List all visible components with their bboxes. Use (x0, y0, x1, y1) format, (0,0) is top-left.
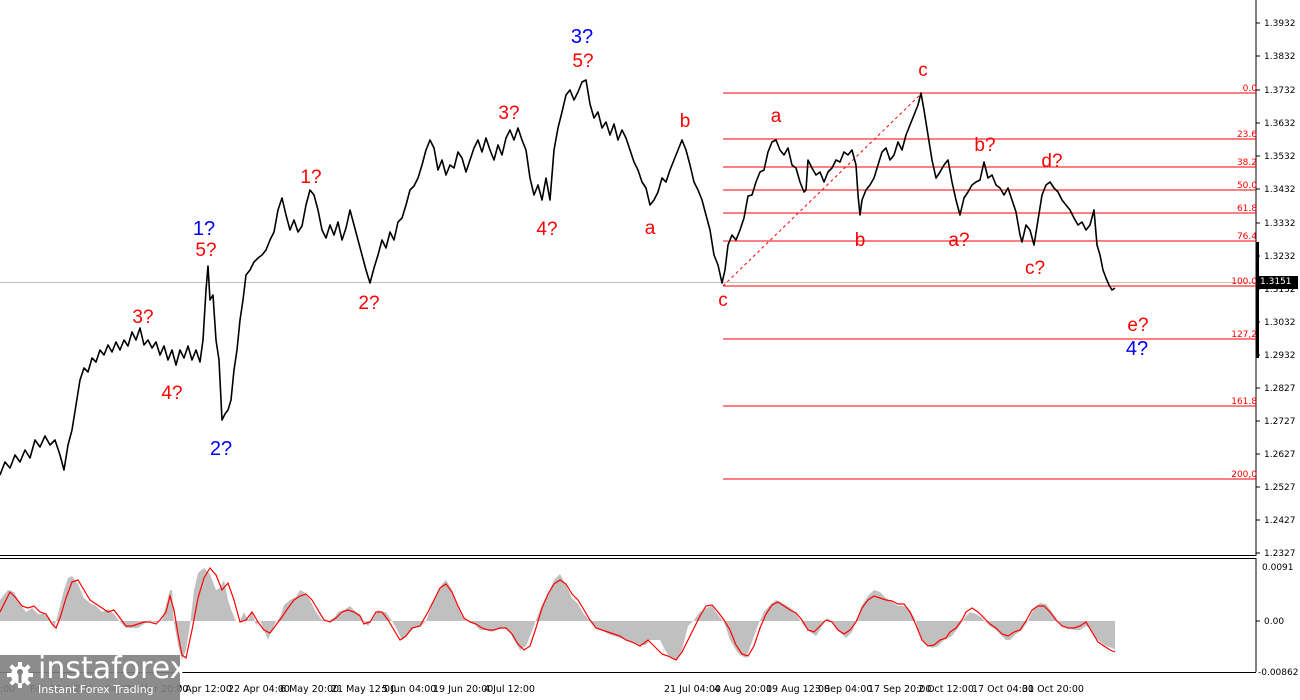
wave-label-c3: c? (1025, 258, 1045, 279)
wave-labels: 3? 4? 1? 5? 2? 1? 2? 3? 4? 3? 5? a b c a… (132, 26, 1148, 460)
fib-label-127-2: 127,2 (1231, 330, 1257, 340)
time-tick: 17 Sep 20:00 (868, 684, 931, 695)
fib-trendline[interactable] (722, 92, 923, 287)
wave-label-3-minor-b: 3? (498, 103, 519, 124)
price-tick: 1.3632 (1264, 119, 1296, 129)
time-tick: 19 Aug 12:00 (766, 684, 830, 695)
fib-label-76-4: 76.4 (1237, 232, 1257, 242)
price-tick: 1.3332 (1264, 219, 1296, 229)
price-tick: 1.3732 (1264, 86, 1296, 96)
time-tick: 19 Jun 20:00 (433, 684, 493, 695)
fib-label-50: 50.0 (1237, 181, 1257, 191)
fib-label-23-6: 23.6 (1237, 130, 1257, 140)
time-tick: 17 Oct 04:00 (972, 684, 1034, 695)
price-tick: 1.3532 (1264, 152, 1296, 162)
wave-label-3-major: 3? (571, 26, 593, 48)
oscillator-pane[interactable]: 0.0091 0.00 -0.00862 (0, 558, 1298, 678)
price-axis[interactable]: 1.3932 1.3832 1.3732 1.3632 1.3532 1.343… (1256, 19, 1296, 559)
wave-label-a1: a (645, 218, 656, 239)
price-tick: 1.3132 (1264, 285, 1296, 295)
oscillator-max-label: 0.0091 (1262, 563, 1294, 573)
oscillator-histogram (0, 568, 1115, 660)
fib-label-161-8: 161.8 (1231, 397, 1257, 407)
time-tick: 31 Oct 20:00 (1022, 684, 1084, 695)
price-tick: 1.2527 (1264, 483, 1296, 493)
price-tick: 1.2827 (1264, 384, 1296, 394)
wave-label-c1: c (718, 290, 728, 311)
price-tick: 1.3932 (1264, 19, 1296, 29)
wave-label-a3: a? (948, 230, 969, 251)
logo-brand-text: instaforex (38, 651, 188, 686)
wave-label-2-minor: 2? (358, 293, 379, 314)
wave-label-e3: e? (1127, 315, 1148, 336)
price-tick: 1.3232 (1264, 252, 1296, 262)
price-tick: 1.3432 (1264, 185, 1296, 195)
oscillator-zero-label: 0.00 (1264, 617, 1284, 627)
time-tick: 7 Apr 12:00 (176, 684, 232, 695)
time-tick: 22 Apr 04:00 (228, 684, 290, 695)
wave-label-c2: c (918, 60, 928, 81)
wave-label-4-minor: 4? (161, 383, 182, 404)
time-tick: 21 Jul 04:00 (664, 684, 721, 695)
price-series (0, 79, 1116, 476)
wave-label-b3: b? (974, 135, 995, 156)
fib-label-200: 200,0 (1231, 470, 1257, 480)
wave-label-1-major: 1? (193, 218, 215, 240)
wave-label-1-minor: 1? (300, 167, 321, 188)
time-tick: 2 Oct 12:00 (918, 684, 974, 695)
fib-label-0: 0.0 (1243, 84, 1258, 94)
time-tick: 3 Sep 04:00 (815, 684, 872, 695)
wave-label-2-major: 2? (210, 438, 232, 460)
current-price-badge: 1.3151 (1258, 276, 1298, 289)
wave-label-4-minor-b: 4? (536, 219, 557, 240)
time-tick: 4 Jul 12:00 (484, 684, 535, 695)
wave-label-a2: a (771, 106, 782, 127)
time-tick: 6 May 20:00 (280, 684, 339, 695)
wave-label-5-minor-b: 5? (572, 51, 593, 72)
price-tick: 1.2627 (1264, 450, 1296, 460)
wave-label-4-major: 4? (1126, 338, 1148, 360)
instaforex-logo: instaforex Instant Forex Trading (0, 651, 187, 700)
wave-label-3-minor: 3? (132, 307, 153, 328)
gear-logo-icon (7, 662, 33, 688)
wave-label-d3: d? (1041, 151, 1062, 172)
time-tick: 21 May 12:00 (331, 684, 396, 695)
price-tick: 1.2427 (1264, 516, 1296, 526)
oscillator-min-label: -0.00862 (1258, 668, 1298, 678)
fib-label-100: 100.0 (1231, 277, 1257, 287)
wave-label-b1: b (680, 111, 691, 132)
price-tick: 1.3032 (1264, 318, 1296, 328)
fib-label-38-2: 38.2 (1237, 158, 1257, 168)
oscillator-signal-line (0, 566, 1116, 661)
price-pane[interactable]: 0.0 23.6 38.2 50.0 61.8 76.4 100.0 127,2… (0, 0, 1257, 559)
fib-label-61-8: 61.8 (1237, 204, 1257, 214)
price-tick: 1.2727 (1264, 417, 1296, 427)
fibonacci-retracement[interactable]: 0.0 23.6 38.2 50.0 61.8 76.4 100.0 127,2… (722, 84, 1258, 480)
wave-label-b2: b (855, 230, 866, 251)
price-tick: 1.3832 (1264, 52, 1296, 62)
price-tick: 1.2327 (1264, 549, 1296, 559)
logo-tagline: Instant Forex Trading (38, 683, 154, 696)
time-tick: 5 Jun 04:00 (382, 684, 436, 695)
wave-label-5-minor: 5? (195, 240, 216, 261)
time-tick: 4 Aug 20:00 (714, 684, 772, 695)
price-tick: 1.2932 (1264, 351, 1296, 361)
